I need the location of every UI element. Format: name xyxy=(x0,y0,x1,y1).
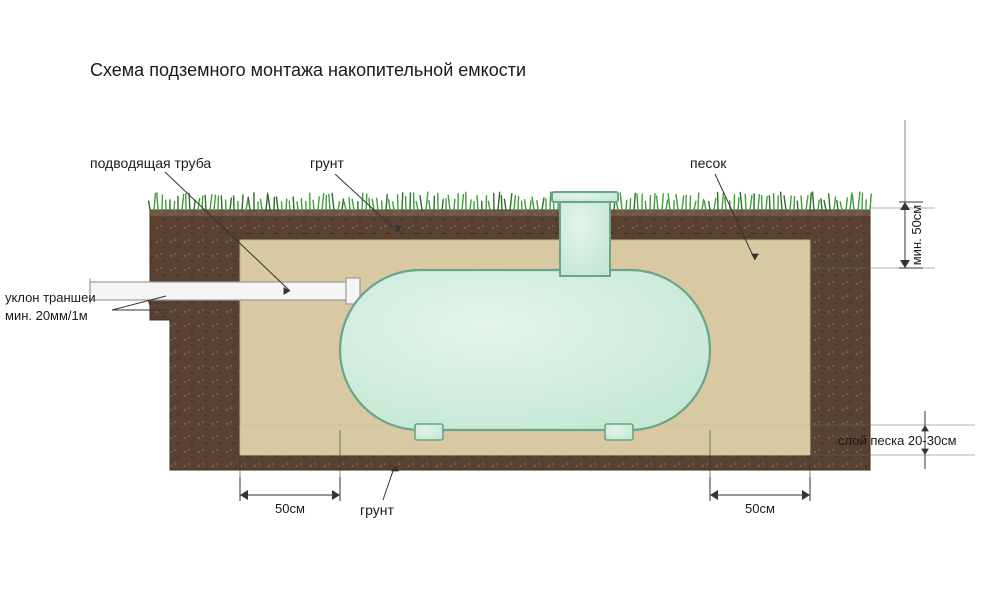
storage-tank xyxy=(340,270,710,430)
svg-text:50см: 50см xyxy=(275,501,305,516)
grass-strip xyxy=(149,192,872,210)
label-inlet-pipe: подводящая труба xyxy=(90,155,211,171)
svg-text:мин. 50см: мин. 50см xyxy=(909,205,924,266)
diagram-title: Схема подземного монтажа накопительной е… xyxy=(90,60,526,81)
svg-text:50см: 50см xyxy=(745,501,775,516)
installation-diagram: подводящая труба грунт песок грунт уклон тра… xyxy=(0,0,1000,600)
tank-cap xyxy=(552,192,618,202)
label-sand-layer: слой песка 20-30см xyxy=(838,433,957,448)
label-slope-2: мин. 20мм/1м xyxy=(5,308,88,323)
inlet-pipe xyxy=(90,282,358,300)
tank-neck xyxy=(560,198,610,276)
label-sand: песок xyxy=(690,155,727,171)
label-soil-top: грунт xyxy=(310,155,344,171)
label-soil-bottom: грунт xyxy=(360,502,394,518)
label-slope-1: уклон траншеи xyxy=(5,290,96,305)
